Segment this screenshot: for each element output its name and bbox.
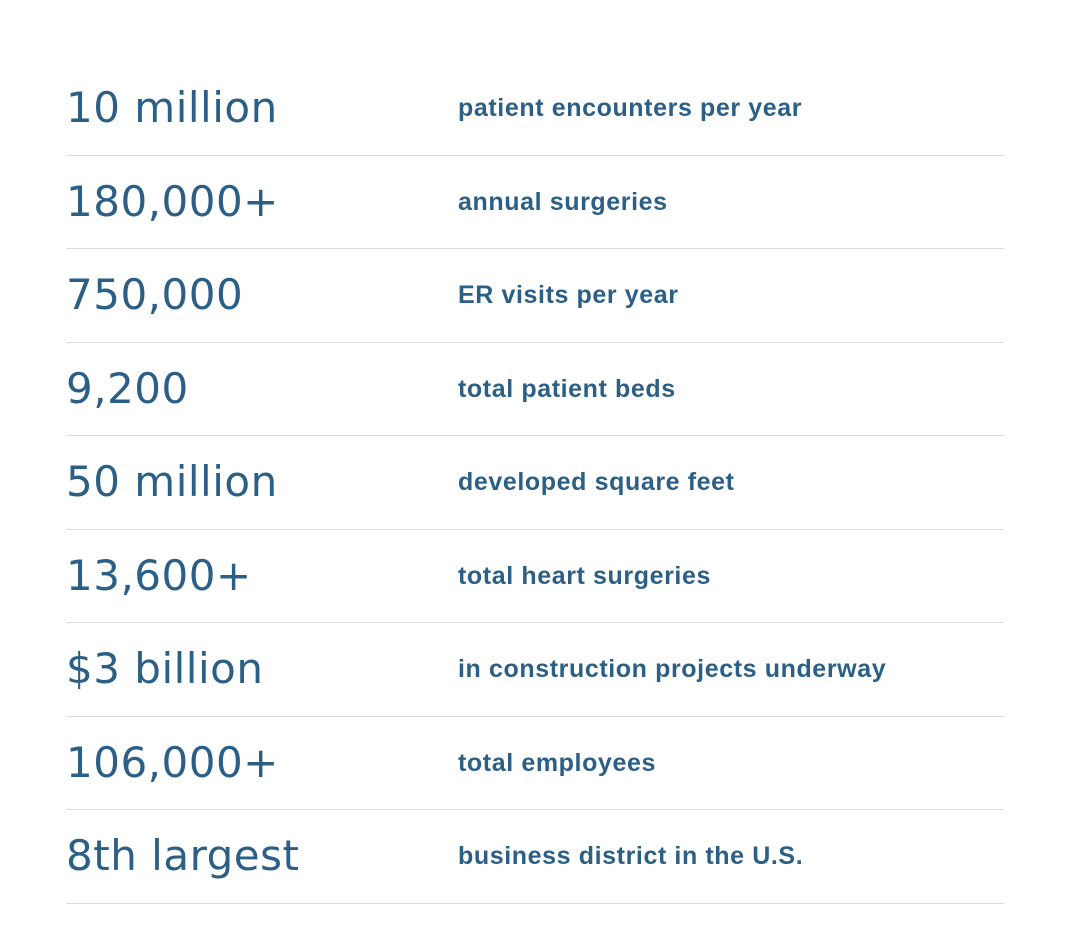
stat-row: 50 million developed square feet: [66, 436, 1004, 530]
stat-row: 9,200 total patient beds: [66, 343, 1004, 436]
stat-label: annual surgeries: [458, 187, 668, 216]
stat-row: 180,000+ annual surgeries: [66, 156, 1004, 249]
stat-label: business district in the U.S.: [458, 842, 804, 870]
stat-row: $3 billion in construction projects unde…: [66, 623, 1004, 717]
stat-row: 8th largest business district in the U.S…: [66, 810, 1004, 904]
stat-label: in construction projects underway: [458, 655, 887, 683]
stat-row: 750,000 ER visits per year: [66, 249, 1004, 343]
stat-value: 750,000: [66, 270, 244, 319]
stat-value: 106,000+: [66, 737, 279, 787]
stat-row: 13,600+ total heart surgeries: [66, 530, 1004, 623]
stat-value: 10 million: [66, 83, 278, 132]
stat-label: total heart surgeries: [458, 561, 711, 590]
stat-row: 106,000+ total employees: [66, 717, 1004, 810]
stat-value: 8th largest: [66, 831, 300, 880]
stat-value: 9,200: [66, 363, 189, 413]
stat-row: 10 million patient encounters per year: [66, 62, 1004, 156]
stat-value: $3 billion: [66, 644, 264, 693]
stat-label: total employees: [458, 748, 656, 777]
stat-value: 13,600+: [66, 550, 252, 600]
stat-value: 180,000+: [66, 176, 279, 226]
stats-list: 10 million patient encounters per year 1…: [66, 62, 1004, 904]
stat-label: total patient beds: [458, 374, 676, 403]
stat-label: patient encounters per year: [458, 94, 803, 122]
stat-value: 50 million: [66, 457, 278, 506]
stat-label: developed square feet: [458, 468, 735, 496]
stat-label: ER visits per year: [458, 281, 679, 309]
